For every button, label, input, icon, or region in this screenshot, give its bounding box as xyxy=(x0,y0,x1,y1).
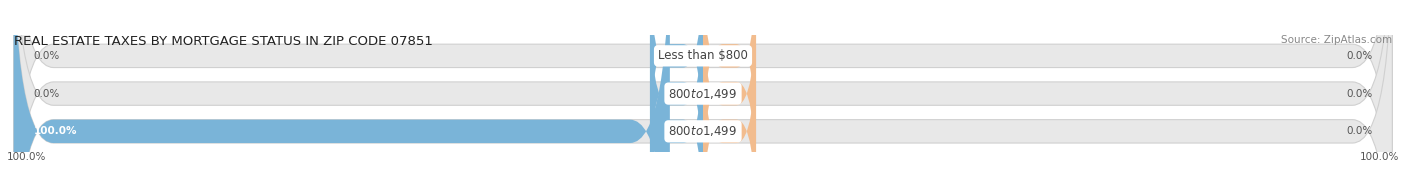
Text: Less than $800: Less than $800 xyxy=(658,49,748,62)
Text: 100.0%: 100.0% xyxy=(1360,152,1399,162)
Text: 0.0%: 0.0% xyxy=(34,51,60,61)
Text: Source: ZipAtlas.com: Source: ZipAtlas.com xyxy=(1281,35,1392,45)
Text: $800 to $1,499: $800 to $1,499 xyxy=(668,87,738,101)
FancyBboxPatch shape xyxy=(650,30,703,195)
FancyBboxPatch shape xyxy=(703,30,756,195)
Text: 0.0%: 0.0% xyxy=(1346,89,1372,99)
Text: REAL ESTATE TAXES BY MORTGAGE STATUS IN ZIP CODE 07851: REAL ESTATE TAXES BY MORTGAGE STATUS IN … xyxy=(14,35,433,48)
Text: 100.0%: 100.0% xyxy=(34,126,77,136)
FancyBboxPatch shape xyxy=(650,0,703,195)
FancyBboxPatch shape xyxy=(14,0,1392,195)
FancyBboxPatch shape xyxy=(650,0,703,157)
Text: 100.0%: 100.0% xyxy=(7,152,46,162)
Text: $800 to $1,499: $800 to $1,499 xyxy=(668,124,738,138)
FancyBboxPatch shape xyxy=(14,0,669,195)
Text: 0.0%: 0.0% xyxy=(34,89,60,99)
Text: 0.0%: 0.0% xyxy=(1346,126,1372,136)
FancyBboxPatch shape xyxy=(703,0,756,157)
FancyBboxPatch shape xyxy=(14,0,1392,195)
FancyBboxPatch shape xyxy=(703,0,756,195)
Text: 0.0%: 0.0% xyxy=(1346,51,1372,61)
FancyBboxPatch shape xyxy=(14,0,1392,195)
